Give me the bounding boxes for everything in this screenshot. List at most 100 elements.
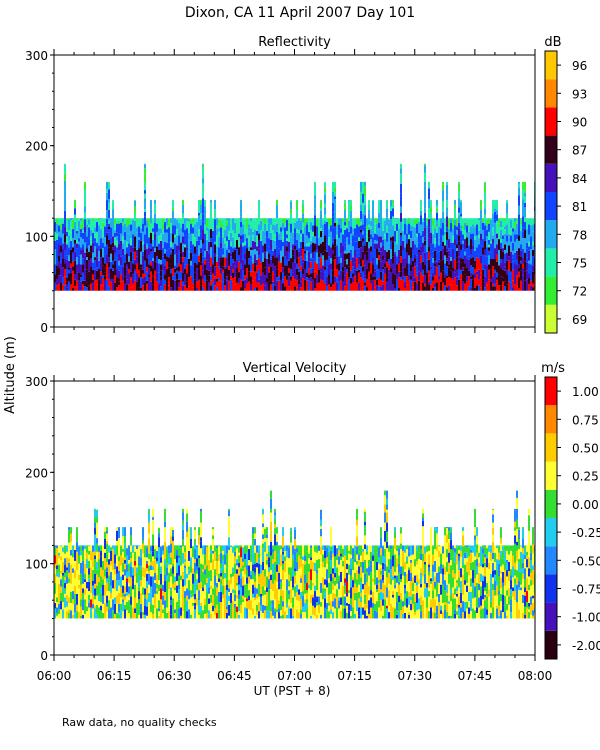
data-cell [458,188,460,191]
data-cell [320,554,322,564]
data-cell [360,582,362,593]
data-cell [146,568,148,571]
data-cell [358,560,360,567]
data-cell [94,573,96,584]
data-cell [372,214,374,221]
data-cell [420,246,422,256]
data-cell [430,232,432,244]
data-cell [484,222,486,226]
data-cell [172,210,174,221]
data-cell [424,212,426,222]
data-cell [180,599,182,608]
data-cell [318,568,320,579]
data-cell [526,248,528,258]
data-cell [290,248,292,259]
data-cell [58,275,60,284]
data-cell [324,579,326,585]
data-cell [276,612,278,619]
data-cell [64,276,66,286]
data-cell [414,277,416,282]
data-cell [468,276,470,287]
data-cell [118,560,120,571]
data-cell [178,222,180,229]
data-cell [326,267,328,277]
data-cell [156,583,158,589]
data-cell [278,226,280,234]
data-cell [320,237,322,244]
data-cell [186,288,188,291]
data-cell [350,545,352,550]
data-cell [354,613,356,619]
data-cell [86,218,88,225]
data-cell [148,565,150,571]
data-cell [502,277,504,282]
data-cell [278,589,280,601]
data-cell [100,218,102,220]
data-cell [220,227,222,238]
data-cell [416,223,418,234]
data-cell [154,288,156,291]
data-cell [486,247,488,257]
data-cell [304,555,306,561]
data-cell [194,272,196,280]
data-cell [156,571,158,575]
data-cell [154,203,156,214]
data-cell [302,556,304,561]
colorbar-label: 96 [572,59,587,73]
data-cell [296,200,298,201]
data-cell [134,591,136,598]
data-cell [266,553,268,557]
data-cell [362,589,364,599]
data-cell [446,251,448,259]
data-cell [392,273,394,285]
data-cell [412,281,414,288]
data-cell [262,245,264,253]
data-cell [76,220,78,231]
data-cell [472,233,474,240]
data-cell [246,577,248,584]
data-cell [296,561,298,571]
data-cell [452,279,454,291]
data-cell [178,287,180,291]
data-cell [292,244,294,250]
data-cell [246,545,248,553]
data-cell [218,557,220,561]
data-cell [154,593,156,605]
data-cell [316,555,318,561]
data-cell [344,605,346,609]
data-cell [170,251,172,255]
data-cell [202,221,204,230]
data-cell [368,241,370,249]
data-cell [168,545,170,554]
data-cell [342,582,344,586]
data-cell [394,274,396,284]
data-cell [372,581,374,592]
data-cell [332,202,334,213]
data-cell [312,219,314,222]
data-cell [268,602,270,611]
data-cell [228,601,230,605]
data-cell [256,567,258,578]
data-cell [458,245,460,250]
data-cell [150,200,152,210]
data-cell [494,222,496,234]
data-cell [364,282,366,286]
data-cell [240,263,242,269]
data-cell [196,566,198,571]
data-cell [220,248,222,253]
colorbar-label: 69 [572,313,587,327]
data-cell [338,575,340,582]
y-tick-label: 300 [25,49,48,63]
data-cell [228,266,230,270]
data-cell [448,256,450,265]
data-cell [102,218,104,223]
data-cell [186,264,188,274]
data-cell [134,247,136,252]
data-cell [340,262,342,271]
data-cell [72,614,74,619]
data-cell [230,218,232,224]
data-cell [234,590,236,595]
data-cell [220,252,222,258]
data-cell [352,548,354,560]
x-axis-label: UT (PST + 8) [254,684,331,698]
